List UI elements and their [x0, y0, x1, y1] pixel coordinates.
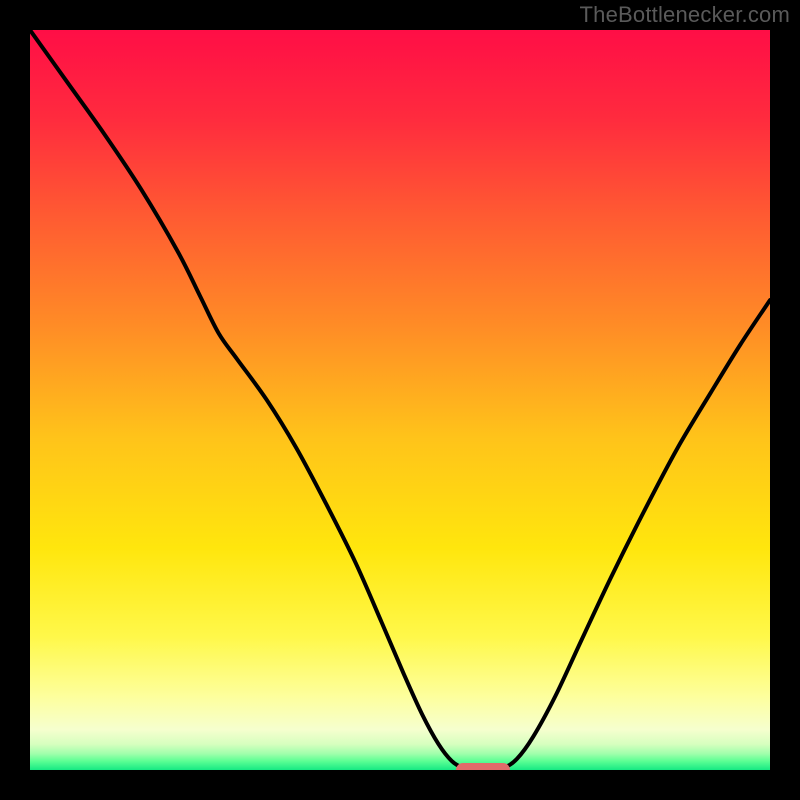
optimal-range-marker: [456, 763, 511, 770]
plot-area: [30, 30, 770, 770]
bottleneck-curve: [30, 30, 770, 770]
plot-border-bottom: [0, 770, 800, 800]
plot-border-left: [0, 0, 30, 800]
watermark-text: TheBottlenecker.com: [580, 2, 790, 28]
plot-border-right: [770, 0, 800, 800]
chart-frame: TheBottlenecker.com: [0, 0, 800, 800]
